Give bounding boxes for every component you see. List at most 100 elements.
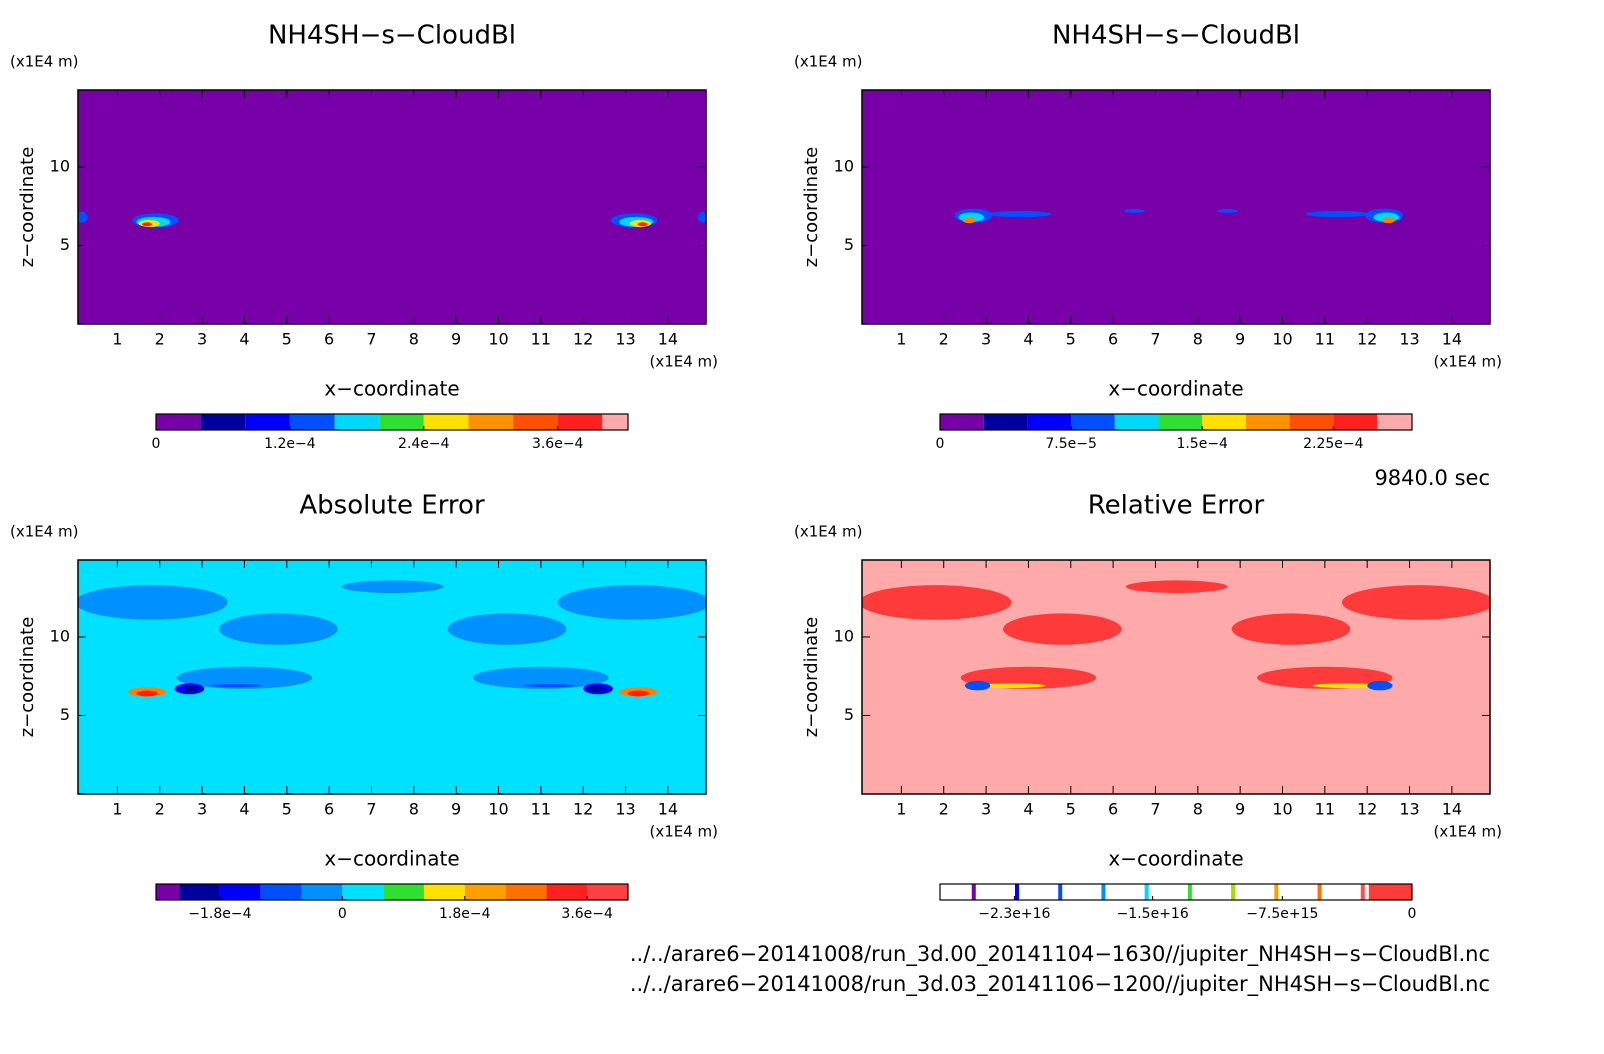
x-tick-label: 5 (282, 800, 292, 819)
contour-region (141, 222, 153, 227)
colorbar-line (1274, 884, 1279, 900)
colorbar-line (1101, 884, 1106, 900)
colorbar-cell (1368, 884, 1412, 900)
colorbar-tick-label: 1.5e−4 (1176, 436, 1228, 452)
contour-region (1125, 580, 1228, 593)
x-tick-label: 3 (981, 330, 991, 349)
x-tick-label: 8 (409, 330, 419, 349)
contour-region (1003, 613, 1122, 645)
panel-title: NH4SH−s−CloudBl (1052, 21, 1300, 51)
colorbar-cell (1245, 414, 1290, 430)
plot-frame (77, 89, 707, 325)
colorbar-line (1014, 884, 1019, 900)
colorbar-cell (1325, 884, 1369, 900)
x-tick-label: 8 (1193, 800, 1203, 819)
contour-region (1382, 217, 1395, 224)
contour-region (473, 666, 609, 689)
y-tick-label: 10 (834, 626, 854, 645)
colorbar-cell (505, 884, 547, 900)
x-tick-label: 12 (1357, 330, 1377, 349)
contour-region (962, 217, 976, 224)
colorbar-tick-label: 0 (338, 906, 347, 922)
colorbar-cell (423, 414, 469, 430)
colorbar-cell (513, 414, 558, 430)
colorbar-tick-label: 3.6e−4 (532, 436, 584, 452)
colorbar-cell (301, 884, 343, 900)
contour-region (637, 222, 648, 227)
colorbar-frame (155, 413, 629, 431)
colorbar-cell (557, 414, 603, 430)
x-tick-label: 7 (1150, 800, 1160, 819)
colorbar-line (1231, 884, 1236, 900)
contour-region (341, 580, 444, 593)
x-tick-label: 14 (658, 800, 678, 819)
panel-title: NH4SH−s−CloudBl (268, 21, 516, 51)
colorbar-cell (464, 884, 506, 900)
x-axis-label: x−coordinate (324, 377, 459, 401)
colorbar-tick-label: 2.25e−4 (1303, 436, 1364, 452)
colorbar-cell (1158, 414, 1203, 430)
colorbar-tick-label: 0 (936, 436, 945, 452)
contour-region (523, 684, 575, 688)
colorbar-cell (1289, 414, 1334, 430)
plot-frame (77, 559, 707, 795)
x-tick-label: 5 (282, 330, 292, 349)
contour-region (587, 685, 605, 692)
colorbar-cell (245, 414, 290, 430)
colorbar-cell (940, 414, 984, 430)
contour-region (1305, 210, 1370, 218)
colorbar-cell (1333, 414, 1378, 430)
y-axis-label: z−coordinate (801, 617, 822, 738)
x-tick-label: 4 (1023, 800, 1033, 819)
colorbar-cell (983, 414, 1028, 430)
colorbar-line (1360, 884, 1365, 900)
colorbar-tick-label: 1.8e−4 (439, 906, 491, 922)
file-path: ../../arare6−20141008/run_3d.03_20141106… (630, 972, 1490, 997)
x-axis-label: x−coordinate (1108, 377, 1243, 401)
plot-area (78, 90, 706, 324)
colorbar-cell (1027, 414, 1072, 430)
colorbar-cell (383, 884, 424, 900)
y-unit: (x1E4 m) (10, 523, 79, 541)
x-tick-label: 1 (896, 800, 906, 819)
x-tick-label: 4 (1023, 330, 1033, 349)
plot-frame (861, 89, 1491, 325)
x-tick-label: 7 (1150, 330, 1160, 349)
colorbar-cell (979, 884, 1023, 900)
x-tick-label: 10 (1272, 330, 1292, 349)
plot-area (862, 90, 1490, 324)
y-tick-label: 5 (60, 705, 70, 724)
y-tick-label: 5 (844, 705, 854, 724)
plot-background (78, 90, 706, 324)
x-tick-label: 11 (1315, 330, 1335, 349)
colorbar-frame (155, 883, 629, 901)
colorbar-cell (179, 884, 220, 900)
x-axis-label: x−coordinate (324, 847, 459, 871)
colorbar-tick-label: −2.3e+16 (978, 906, 1050, 922)
contour-region (1231, 613, 1351, 645)
contour-region (176, 666, 313, 689)
colorbar-cell (1239, 884, 1283, 900)
colorbar-tick-label: 0 (152, 436, 161, 452)
colorbar-line (1058, 884, 1063, 900)
x-tick-label: 1 (896, 330, 906, 349)
colorbar-cell (219, 884, 261, 900)
contour-region (136, 690, 158, 697)
x-tick-label: 6 (324, 330, 334, 349)
x-tick-label: 3 (197, 800, 207, 819)
colorbar-tick-label: −7.5e+15 (1246, 906, 1318, 922)
x-tick-label: 8 (409, 800, 419, 819)
colorbar-tick-label: −1.5e+16 (1117, 906, 1189, 922)
contour-region (977, 683, 1046, 688)
y-unit: (x1E4 m) (794, 53, 863, 71)
contour-region (862, 585, 1012, 620)
colorbar-cell (940, 884, 980, 900)
colorbar-line (971, 884, 976, 900)
x-tick-label: 13 (1399, 330, 1419, 349)
colorbar-cell (423, 884, 465, 900)
file-path: ../../arare6−20141008/run_3d.00_20141104… (630, 942, 1490, 967)
contour-region (1341, 585, 1490, 620)
x-tick-label: 2 (155, 800, 165, 819)
colorbar-cell (342, 884, 384, 900)
x-unit: (x1E4 m) (649, 353, 718, 371)
